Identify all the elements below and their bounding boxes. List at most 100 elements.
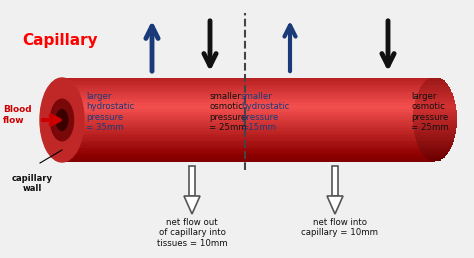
- Bar: [414, 132, 456, 134]
- Bar: [62, 79, 435, 81]
- Bar: [413, 126, 456, 128]
- Bar: [62, 118, 435, 120]
- Bar: [415, 133, 456, 135]
- Bar: [62, 92, 435, 93]
- Bar: [414, 128, 456, 130]
- Polygon shape: [184, 196, 200, 214]
- Bar: [418, 93, 453, 95]
- Bar: [62, 93, 435, 95]
- Bar: [62, 139, 435, 141]
- Bar: [62, 94, 435, 96]
- Bar: [62, 97, 435, 99]
- Bar: [62, 110, 435, 112]
- Bar: [62, 141, 435, 142]
- Bar: [62, 122, 435, 124]
- Bar: [416, 141, 454, 142]
- Bar: [416, 138, 455, 140]
- Bar: [417, 94, 453, 96]
- Bar: [414, 106, 456, 107]
- Text: smaller
hydrostatic
pressure
=15mm: smaller hydrostatic pressure =15mm: [241, 92, 289, 132]
- Bar: [425, 156, 445, 158]
- Bar: [62, 117, 435, 119]
- Bar: [62, 131, 435, 133]
- Bar: [425, 80, 445, 82]
- Bar: [62, 96, 435, 98]
- Bar: [62, 101, 435, 103]
- Bar: [62, 157, 435, 159]
- Bar: [62, 125, 435, 127]
- Bar: [413, 125, 456, 127]
- Bar: [62, 149, 435, 151]
- Bar: [62, 107, 435, 109]
- Bar: [415, 136, 455, 138]
- Bar: [62, 136, 435, 138]
- Bar: [413, 124, 457, 126]
- Bar: [413, 110, 456, 112]
- Bar: [62, 83, 435, 85]
- Bar: [420, 87, 450, 89]
- Bar: [62, 77, 435, 79]
- Bar: [62, 104, 435, 106]
- Bar: [413, 111, 456, 113]
- Bar: [416, 97, 454, 99]
- Bar: [413, 112, 457, 114]
- Bar: [62, 90, 435, 92]
- Bar: [62, 103, 435, 104]
- Bar: [62, 99, 435, 100]
- Bar: [421, 150, 449, 152]
- Bar: [62, 115, 435, 117]
- Bar: [413, 118, 457, 120]
- Bar: [62, 155, 435, 156]
- Bar: [415, 103, 456, 104]
- Bar: [413, 122, 457, 124]
- Bar: [415, 100, 455, 102]
- Bar: [414, 104, 456, 106]
- Bar: [414, 131, 456, 133]
- Bar: [62, 156, 435, 158]
- Polygon shape: [327, 196, 343, 214]
- Bar: [419, 148, 451, 149]
- Text: larger
osmotic
pressure
= 25mm: larger osmotic pressure = 25mm: [411, 92, 449, 132]
- Bar: [62, 133, 435, 135]
- Bar: [62, 126, 435, 128]
- Bar: [415, 101, 455, 103]
- Bar: [417, 142, 453, 144]
- Bar: [62, 119, 435, 122]
- Bar: [418, 92, 452, 93]
- Bar: [62, 160, 435, 162]
- Bar: [62, 111, 435, 113]
- Bar: [429, 159, 441, 160]
- Bar: [62, 152, 435, 154]
- Text: smaller
osmotic
pressure
= 25mm: smaller osmotic pressure = 25mm: [209, 92, 247, 132]
- Text: capillary
wall: capillary wall: [11, 174, 53, 194]
- Bar: [62, 100, 435, 102]
- Bar: [62, 145, 435, 147]
- Text: net flow into
capillary = 10mm: net flow into capillary = 10mm: [301, 218, 379, 237]
- Bar: [422, 152, 448, 154]
- Bar: [418, 143, 453, 145]
- Bar: [414, 107, 456, 109]
- Bar: [416, 99, 455, 100]
- Bar: [420, 149, 450, 151]
- Bar: [424, 155, 446, 156]
- Bar: [423, 153, 447, 155]
- Bar: [62, 85, 435, 86]
- Bar: [62, 148, 435, 149]
- Bar: [62, 121, 435, 123]
- Text: net flow out
of capillary into
tissues = 10mm: net flow out of capillary into tissues =…: [157, 218, 228, 248]
- Bar: [62, 138, 435, 140]
- Bar: [414, 108, 456, 110]
- Bar: [62, 150, 435, 152]
- Ellipse shape: [56, 110, 68, 130]
- Bar: [62, 132, 435, 134]
- Polygon shape: [332, 166, 338, 196]
- Bar: [419, 89, 451, 91]
- Bar: [416, 139, 454, 141]
- Bar: [413, 115, 457, 117]
- Bar: [415, 135, 455, 137]
- Bar: [413, 121, 457, 123]
- Bar: [62, 124, 435, 126]
- Ellipse shape: [50, 99, 73, 141]
- Bar: [62, 89, 435, 91]
- Bar: [62, 128, 435, 130]
